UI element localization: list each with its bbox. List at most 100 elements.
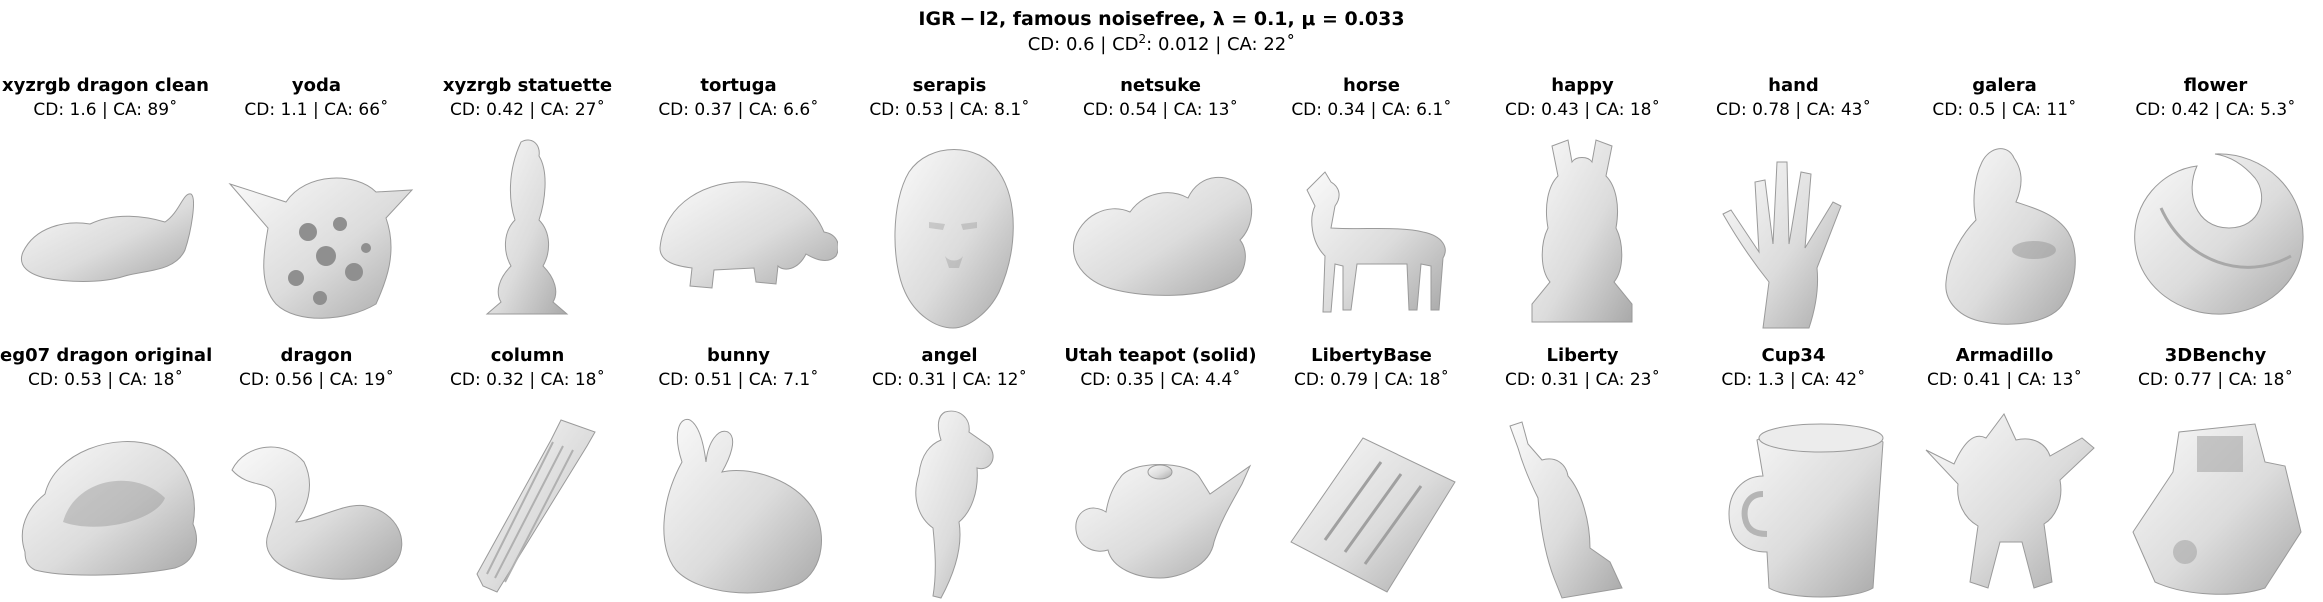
panel-title: netsuke — [1120, 75, 1201, 96]
panel-metrics: CD: 0.51 | CA: 7.1˚ — [658, 370, 819, 390]
panel-title: flower — [2183, 75, 2248, 96]
panel-metrics: CD: 0.5 | CA: 11˚ — [1932, 100, 2077, 120]
mesh-render — [1271, 402, 1471, 602]
mesh-panel: dragon CD: 0.56 | CA: 19˚ — [211, 344, 422, 580]
figure-subtitle: CD: 0.6 | CD2: 0.012 | CA: 22˚ — [0, 32, 2323, 55]
subtitle-superscript: 2 — [1138, 32, 1147, 46]
mesh-boat — [2132, 423, 2302, 595]
mesh-panel: angel CD: 0.31 | CA: 12˚ — [844, 344, 1055, 599]
mesh-panel: LibertyBase CD: 0.79 | CA: 18˚ — [1266, 344, 1477, 593]
mesh-blob — [21, 193, 194, 282]
mesh-panel: eg07 dragon original CD: 0.53 | CA: 18˚ — [0, 344, 213, 576]
mesh-panel: galera CD: 0.5 | CA: 11˚ — [1899, 74, 2110, 325]
panel-metrics: CD: 0.53 | CA: 18˚ — [28, 370, 183, 390]
mesh-panel: column CD: 0.32 | CA: 18˚ — [422, 344, 633, 593]
mesh-render — [5, 132, 205, 332]
panel-metrics: CD: 0.35 | CA: 4.4˚ — [1080, 370, 1241, 390]
mesh-render — [1904, 402, 2104, 602]
panel-title: xyzrgb dragon clean — [2, 75, 209, 96]
mesh-panel: bunny CD: 0.51 | CA: 7.1˚ — [633, 344, 844, 594]
mesh-panel: hand CD: 0.78 | CA: 43˚ — [1688, 74, 1899, 329]
panel-title: LibertyBase — [1311, 345, 1432, 366]
panel-title: horse — [1343, 75, 1400, 96]
mesh-panel: Armadillo CD: 0.41 | CA: 13˚ — [1899, 344, 2110, 589]
mesh-render — [1904, 132, 2104, 332]
mesh-horse — [1306, 171, 1446, 313]
mesh-render — [1482, 132, 1682, 332]
panel-title: dragon — [280, 345, 353, 366]
mesh-base — [1290, 437, 1456, 593]
mesh-armadillo — [1925, 413, 2095, 589]
mesh-render — [216, 132, 416, 332]
mesh-render — [1693, 132, 1893, 332]
panel-title: Armadillo — [1955, 345, 2054, 366]
panel-title: 3DBenchy — [2164, 345, 2267, 366]
panel-title: happy — [1551, 75, 1614, 96]
panel-title: angel — [921, 345, 978, 366]
figure-title: IGR − l2, famous noisefree, λ = 0.1, μ =… — [918, 8, 1405, 30]
panel-metrics: CD: 0.78 | CA: 43˚ — [1716, 100, 1871, 120]
panel-metrics: CD: 0.37 | CA: 6.6˚ — [658, 100, 819, 120]
mesh-column — [476, 419, 596, 593]
mesh-dragon — [231, 446, 403, 580]
mesh-render — [1271, 132, 1471, 332]
panel-metrics: CD: 0.79 | CA: 18˚ — [1294, 370, 1449, 390]
mesh-angel — [915, 410, 994, 599]
mesh-panel: Liberty CD: 0.31 | CA: 23˚ — [1477, 344, 1688, 599]
panel-metrics: CD: 0.54 | CA: 13˚ — [1083, 100, 1238, 120]
mesh-panel: serapis CD: 0.53 | CA: 8.1˚ — [844, 74, 1055, 329]
mesh-panel: yoda CD: 1.1 | CA: 66˚ — [211, 74, 422, 319]
panel-metrics: CD: 1.6 | CA: 89˚ — [33, 100, 178, 120]
panel-title: tortuga — [700, 75, 777, 96]
panel-metrics: CD: 0.56 | CA: 19˚ — [239, 370, 394, 390]
mesh-teapot — [1075, 464, 1252, 579]
panel-title: galera — [1972, 75, 2037, 96]
mesh-render — [427, 132, 627, 332]
mesh-render — [1482, 402, 1682, 602]
mesh-render — [638, 132, 838, 332]
panel-metrics: CD: 0.31 | CA: 23˚ — [1505, 370, 1660, 390]
panel-title: hand — [1768, 75, 1819, 96]
mesh-render — [2115, 402, 2315, 602]
mesh-bust — [894, 149, 1014, 329]
mesh-liberty — [1509, 421, 1623, 599]
panel-metrics: CD: 0.34 | CA: 6.1˚ — [1291, 100, 1452, 120]
panel-title: eg07 dragon original — [0, 345, 213, 366]
mesh-panel: Cup34 CD: 1.3 | CA: 42˚ — [1688, 344, 1899, 598]
mesh-shell — [21, 441, 197, 576]
panel-metrics: CD: 0.42 | CA: 5.3˚ — [2135, 100, 2296, 120]
mesh-panel: horse CD: 0.34 | CA: 6.1˚ — [1266, 74, 1477, 313]
mesh-porous-head — [228, 177, 414, 319]
panel-title: xyzrgb statuette — [442, 75, 613, 96]
mesh-render — [2115, 132, 2315, 332]
mesh-panel: netsuke CD: 0.54 | CA: 13˚ — [1055, 74, 1266, 296]
mesh-buddha — [1531, 139, 1633, 323]
mesh-panel: happy CD: 0.43 | CA: 18˚ — [1477, 74, 1688, 323]
mesh-hand — [1722, 161, 1842, 329]
panel-title: column — [490, 345, 565, 366]
mesh-render — [427, 402, 627, 602]
panel-metrics: CD: 1.1 | CA: 66˚ — [244, 100, 389, 120]
mesh-render — [1060, 132, 1260, 332]
mesh-panel: Utah teapot (solid) CD: 0.35 | CA: 4.4˚ — [1055, 344, 1266, 579]
mesh-turtle — [659, 181, 838, 289]
subtitle-prefix: CD: 0.6 | CD — [1027, 34, 1139, 55]
panel-metrics: CD: 0.77 | CA: 18˚ — [2138, 370, 2293, 390]
panel-title: bunny — [706, 345, 771, 366]
panel-metrics: CD: 0.42 | CA: 27˚ — [450, 100, 605, 120]
panel-title: Utah teapot (solid) — [1064, 345, 1257, 366]
mesh-cup — [1728, 423, 1884, 598]
panel-title: serapis — [912, 75, 987, 96]
mesh-spiral — [2134, 153, 2304, 315]
mesh-panel: flower CD: 0.42 | CA: 5.3˚ — [2110, 74, 2321, 315]
mesh-panel: 3DBenchy CD: 0.77 | CA: 18˚ — [2110, 344, 2321, 595]
panel-metrics: CD: 0.53 | CA: 8.1˚ — [869, 100, 1030, 120]
mesh-panel: xyzrgb dragon clean CD: 1.6 | CA: 89˚ — [0, 74, 211, 282]
mesh-galera — [1945, 148, 2076, 325]
panel-metrics: CD: 1.3 | CA: 42˚ — [1721, 370, 1866, 390]
mesh-render — [5, 402, 205, 602]
mesh-panel: tortuga CD: 0.37 | CA: 6.6˚ — [633, 74, 844, 289]
mesh-creature — [1073, 177, 1253, 296]
panel-title: yoda — [291, 75, 342, 96]
subtitle-suffix: : 0.012 | CA: 22˚ — [1146, 34, 1296, 55]
